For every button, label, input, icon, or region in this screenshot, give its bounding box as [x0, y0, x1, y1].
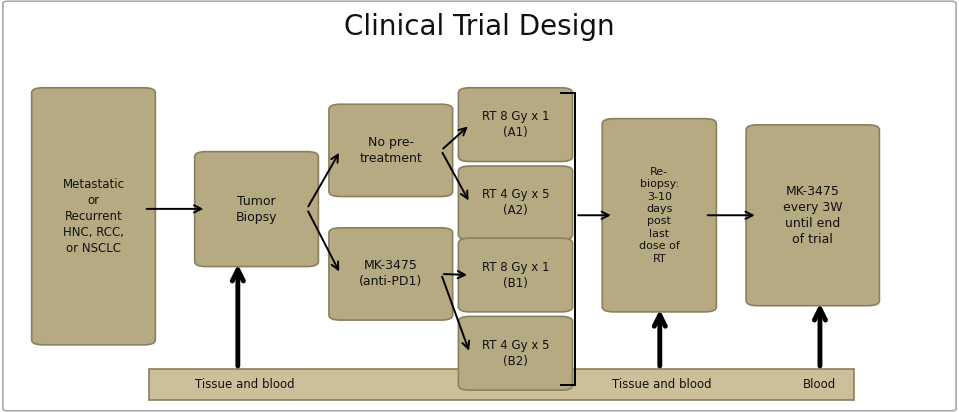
FancyBboxPatch shape — [746, 125, 879, 306]
FancyBboxPatch shape — [602, 119, 716, 312]
Text: RT 4 Gy x 5
(A2): RT 4 Gy x 5 (A2) — [481, 188, 550, 218]
FancyBboxPatch shape — [458, 88, 573, 162]
Text: Re-
biopsy:
3-10
days
post
last
dose of
RT: Re- biopsy: 3-10 days post last dose of … — [639, 167, 680, 264]
Text: Tissue and blood: Tissue and blood — [195, 378, 294, 391]
FancyBboxPatch shape — [458, 166, 573, 240]
FancyBboxPatch shape — [32, 88, 155, 345]
FancyBboxPatch shape — [329, 104, 453, 197]
FancyBboxPatch shape — [458, 316, 573, 390]
Text: Blood: Blood — [804, 378, 836, 391]
Text: Tumor
Biopsy: Tumor Biopsy — [236, 194, 277, 224]
Text: Metastatic
or
Recurrent
HNC, RCC,
or NSCLC: Metastatic or Recurrent HNC, RCC, or NSC… — [62, 178, 125, 255]
Text: RT 8 Gy x 1
(A1): RT 8 Gy x 1 (A1) — [481, 110, 550, 139]
FancyBboxPatch shape — [195, 152, 318, 267]
Text: MK-3475
(anti-PD1): MK-3475 (anti-PD1) — [360, 260, 422, 288]
FancyBboxPatch shape — [329, 228, 453, 320]
Text: RT 8 Gy x 1
(B1): RT 8 Gy x 1 (B1) — [481, 260, 550, 290]
FancyBboxPatch shape — [149, 369, 854, 400]
Text: No pre-
treatment: No pre- treatment — [360, 136, 422, 165]
Text: MK-3475
every 3W
until end
of trial: MK-3475 every 3W until end of trial — [783, 185, 843, 246]
FancyBboxPatch shape — [458, 238, 573, 312]
Text: RT 4 Gy x 5
(B2): RT 4 Gy x 5 (B2) — [481, 339, 550, 368]
Text: Tissue and blood: Tissue and blood — [612, 378, 712, 391]
Text: Clinical Trial Design: Clinical Trial Design — [344, 13, 615, 41]
